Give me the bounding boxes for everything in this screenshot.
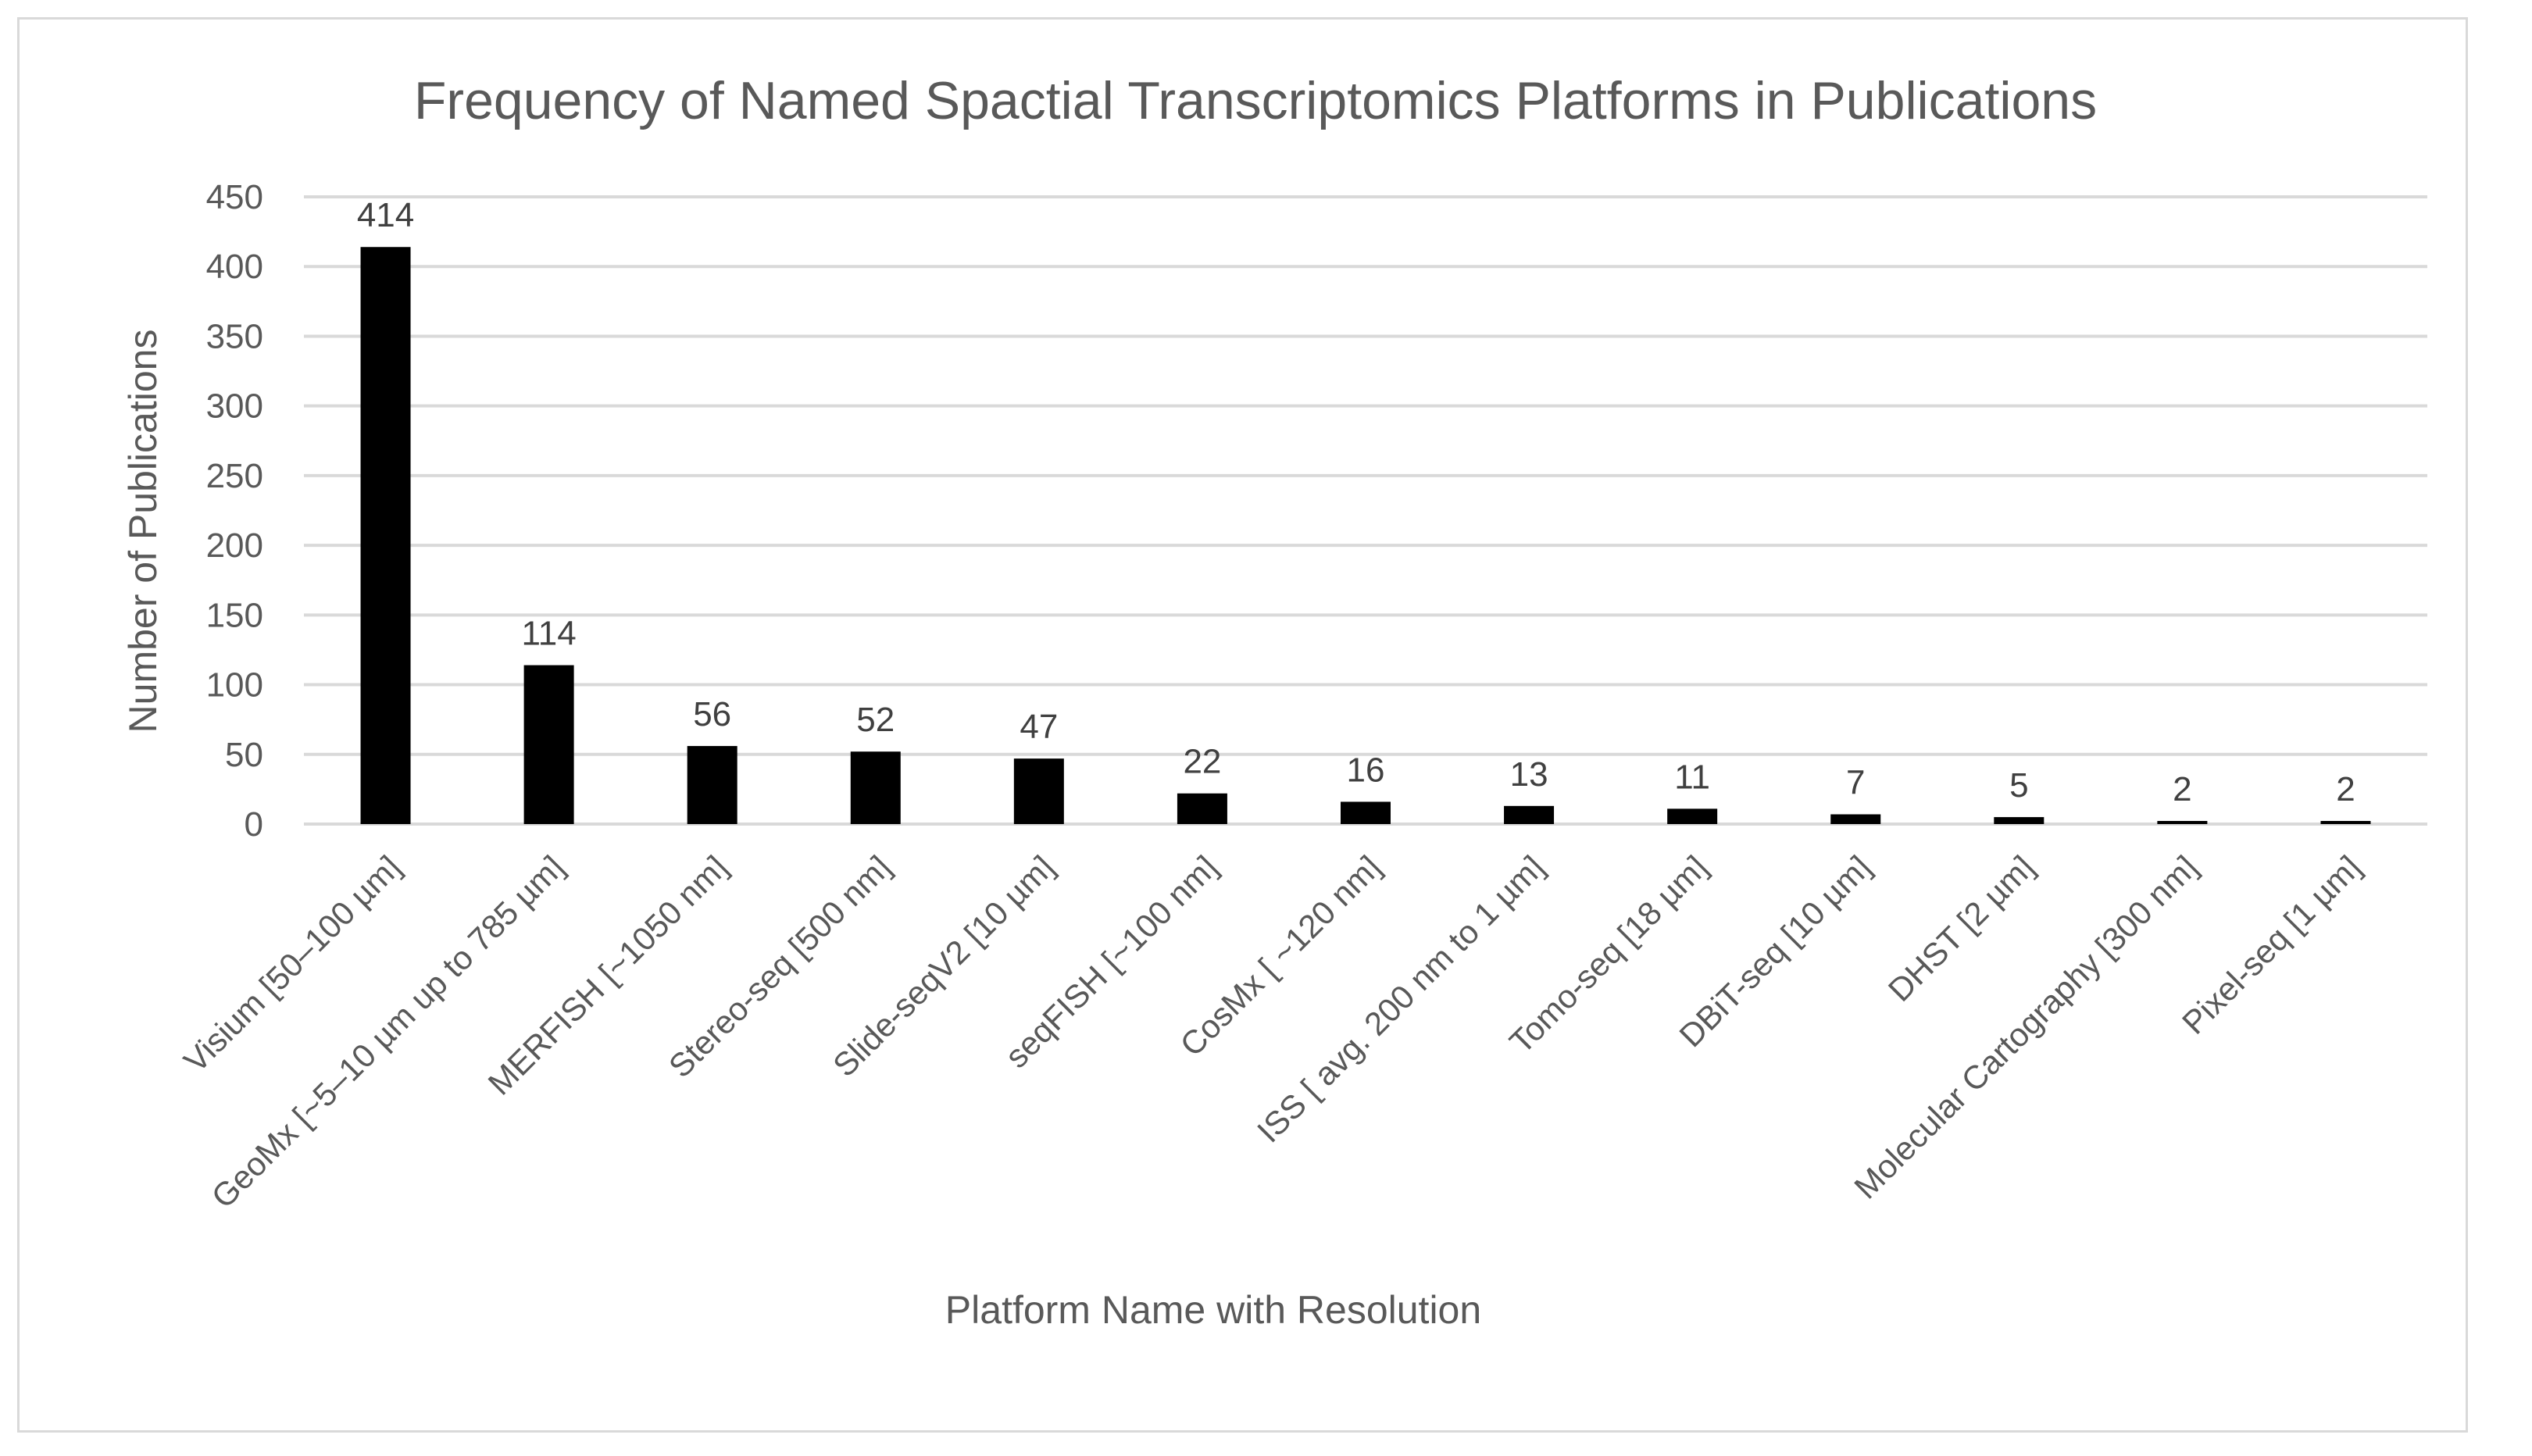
y-axis-title: Number of Publications — [121, 330, 165, 733]
x-axis-categories: Visium [50–100 µm]GeoMx [~5–10 µm up to … — [177, 848, 2368, 1215]
data-label: 22 — [1183, 743, 1221, 781]
data-label: 13 — [1510, 755, 1548, 794]
y-tick-label: 200 — [206, 526, 263, 565]
data-label: 2 — [2173, 770, 2191, 808]
data-label: 114 — [522, 615, 577, 653]
x-category-label: Molecular Cartography [300 nm] — [1847, 848, 2204, 1205]
data-label: 5 — [2009, 766, 2028, 805]
bar — [1994, 817, 2045, 824]
y-tick-label: 100 — [206, 666, 263, 705]
bar — [523, 665, 574, 824]
bar — [1667, 808, 1718, 824]
gridlines — [304, 195, 2427, 826]
y-tick-label: 400 — [206, 248, 263, 286]
y-tick-label: 350 — [206, 317, 263, 355]
x-category-label: ISS [ avg. 200 nm to 1 µm] — [1250, 848, 1551, 1149]
y-tick-label: 50 — [225, 736, 263, 774]
chart-title: Frequency of Named Spactial Transcriptom… — [414, 71, 2097, 130]
data-label: 52 — [856, 701, 895, 739]
bar — [687, 746, 737, 824]
bar — [1013, 758, 1064, 824]
data-label: 47 — [1020, 708, 1058, 746]
data-label: 414 — [357, 196, 414, 234]
bar — [2320, 821, 2371, 824]
bar — [1504, 805, 1555, 824]
chart-frame: 0 50 100 150 200 250 300 350 400 450 414 114 56 52 47… — [17, 17, 2468, 1433]
bar — [1177, 793, 1227, 824]
bar — [1341, 801, 1391, 824]
data-label: 16 — [1347, 751, 1385, 789]
x-category-label: DHST [2 µm] — [1881, 848, 2041, 1008]
y-tick-label: 300 — [206, 387, 263, 426]
y-tick-label: 150 — [206, 596, 263, 634]
y-tick-label: 450 — [206, 178, 263, 216]
bar — [2157, 821, 2208, 824]
bar — [360, 247, 411, 824]
bars — [360, 247, 2371, 824]
bar — [1830, 814, 1881, 824]
x-category-label: GeoMx [~5–10 µm up to 785 µm] — [205, 848, 571, 1215]
y-axis-ticks: 0 50 100 150 200 250 300 350 400 450 — [206, 178, 263, 844]
bar — [850, 751, 901, 824]
y-tick-label: 250 — [206, 457, 263, 495]
data-label: 7 — [1846, 764, 1865, 802]
x-axis-title: Platform Name with Resolution — [945, 1288, 1481, 1332]
data-label: 2 — [2336, 770, 2355, 808]
data-label: 56 — [693, 695, 731, 733]
data-label: 11 — [1674, 758, 1710, 796]
x-category-label: Pixel-seq [1 µm] — [2175, 848, 2368, 1041]
y-tick-label: 0 — [245, 805, 263, 844]
